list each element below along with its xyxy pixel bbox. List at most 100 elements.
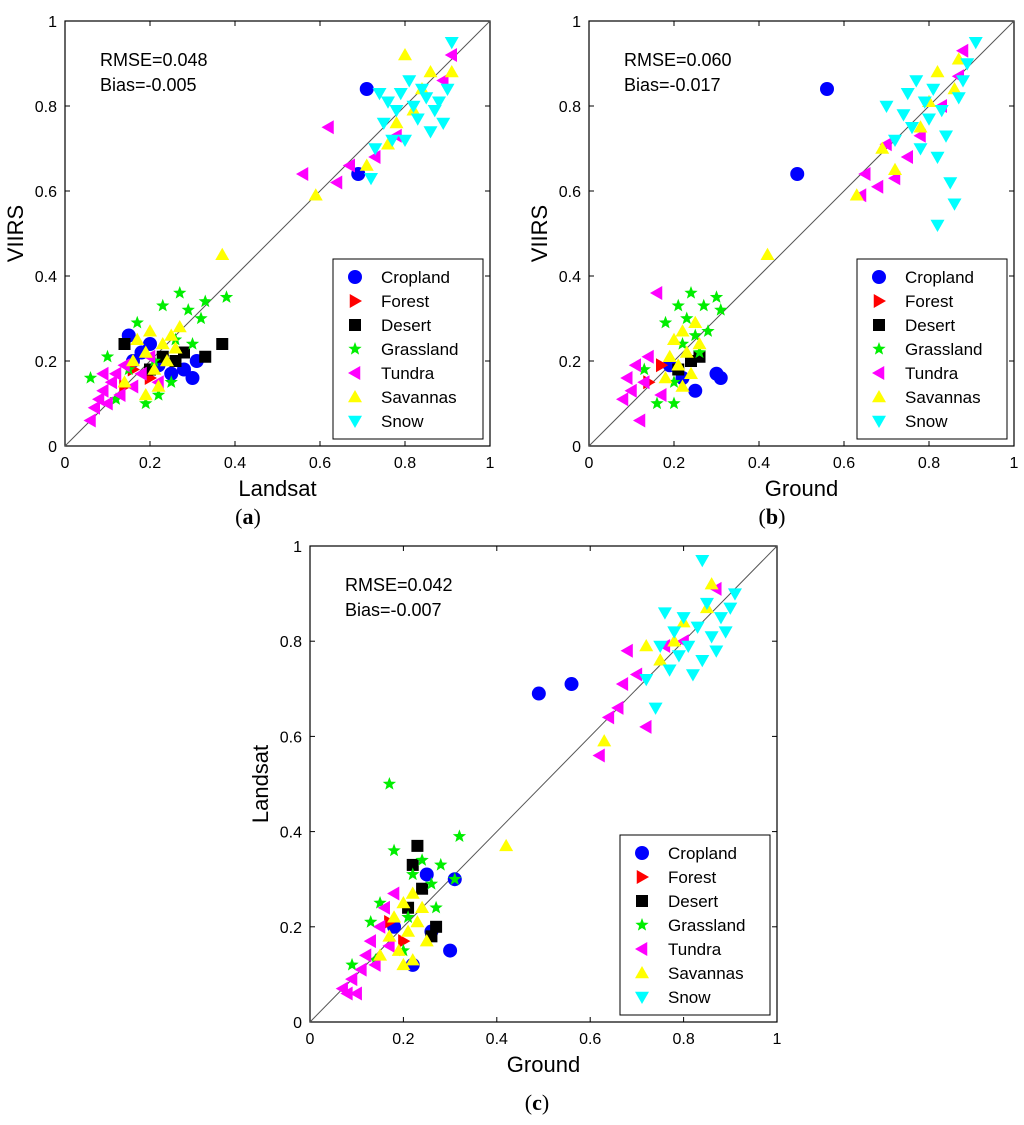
legend-marker-desert	[636, 895, 648, 907]
data-point	[330, 175, 343, 190]
legend-marker-cropland	[872, 270, 886, 284]
data-point	[639, 638, 654, 652]
y-tick-label: 0.6	[35, 184, 57, 201]
x-tick-label: 0.6	[833, 455, 855, 472]
data-point	[680, 311, 694, 325]
data-point	[396, 896, 411, 909]
data-point	[427, 105, 442, 118]
data-point	[194, 311, 208, 325]
data-point	[368, 150, 381, 164]
data-point	[656, 358, 669, 373]
y-tick-label: 1	[293, 539, 302, 556]
data-point	[628, 358, 641, 373]
data-point	[671, 298, 685, 312]
data-point	[172, 320, 187, 333]
data-point	[387, 843, 401, 857]
data-point	[160, 354, 174, 367]
data-point	[713, 612, 728, 625]
legend-label-forest: Forest	[668, 868, 716, 887]
data-point	[654, 388, 667, 402]
data-point	[956, 75, 970, 88]
data-point	[376, 117, 391, 130]
data-point	[930, 151, 945, 164]
x-tick-label: 1	[1010, 455, 1019, 472]
data-point	[849, 188, 864, 201]
bias-text: Bias=-0.017	[624, 75, 721, 95]
y-tick-label: 1	[48, 14, 57, 31]
data-point	[688, 328, 702, 342]
x-tick-label: 0	[585, 455, 594, 472]
data-point	[138, 388, 153, 401]
data-point	[219, 290, 234, 303]
data-point	[406, 100, 421, 113]
data-point	[939, 130, 953, 143]
data-point	[440, 83, 455, 96]
data-point	[83, 371, 98, 384]
data-point	[947, 82, 962, 95]
rmse-text: RMSE=0.042	[345, 575, 453, 595]
data-point	[415, 853, 429, 866]
data-point	[444, 37, 459, 50]
data-point	[926, 83, 941, 96]
data-point	[349, 986, 362, 1001]
x-tick-label: 0.4	[486, 1031, 508, 1048]
data-point	[658, 371, 673, 384]
data-point	[650, 396, 664, 410]
data-point	[760, 247, 775, 260]
legend-label-savannas: Savannas	[381, 388, 457, 407]
data-point	[616, 392, 629, 407]
data-point	[650, 286, 663, 300]
legend-marker-forest	[873, 294, 886, 308]
data-point	[564, 677, 579, 692]
data-point	[429, 900, 443, 914]
data-point	[423, 65, 438, 78]
y-tick-label: 0.4	[35, 269, 57, 286]
data-point	[692, 337, 707, 350]
data-point	[875, 141, 890, 154]
data-point	[900, 150, 913, 164]
data-point	[695, 654, 710, 668]
data-point	[434, 857, 448, 871]
data-point	[164, 375, 178, 388]
one-to-one-line	[588, 20, 1015, 447]
x-tick-label: 1	[773, 1031, 782, 1048]
data-point	[701, 324, 715, 337]
legend-marker-snow	[872, 415, 886, 428]
data-point	[382, 929, 397, 942]
data-point	[151, 379, 166, 392]
data-point	[667, 626, 682, 639]
data-point	[415, 83, 429, 96]
data-point	[943, 177, 958, 190]
data-point	[685, 669, 700, 682]
y-tick-label: 0.2	[280, 920, 302, 937]
legend-label-tundra: Tundra	[905, 364, 959, 383]
legend-label-tundra: Tundra	[381, 364, 435, 383]
data-point	[888, 134, 902, 147]
data-point	[364, 173, 378, 186]
bias-text: Bias=-0.005	[100, 75, 197, 95]
data-point	[675, 337, 690, 350]
legend-label-cropland: Cropland	[905, 268, 974, 287]
data-point	[368, 957, 381, 972]
data-point	[615, 677, 629, 692]
data-point	[956, 43, 969, 58]
legend-marker-tundra	[635, 942, 648, 956]
x-tick-label: 0.6	[579, 1031, 601, 1048]
data-point	[871, 179, 884, 194]
data-point	[688, 383, 703, 398]
legend-marker-grassland	[872, 342, 886, 355]
data-point	[423, 126, 438, 139]
data-point	[308, 188, 323, 201]
data-point	[675, 379, 690, 392]
legend-label-forest: Forest	[905, 292, 953, 311]
data-point	[704, 631, 719, 644]
x-tick-label: 0.8	[918, 455, 940, 472]
x-tick-label: 0.4	[748, 455, 770, 472]
data-point	[387, 886, 400, 901]
data-point	[381, 137, 395, 150]
y-tick-label: 0.2	[35, 354, 57, 371]
legend-label-cropland: Cropland	[381, 268, 450, 287]
data-point	[118, 338, 131, 350]
panel-c: 0 0.2 0.4 0.6 0.8 1 0 0.2 0.4 0.6 0.8 1 Ground Landsa…	[248, 539, 782, 1077]
